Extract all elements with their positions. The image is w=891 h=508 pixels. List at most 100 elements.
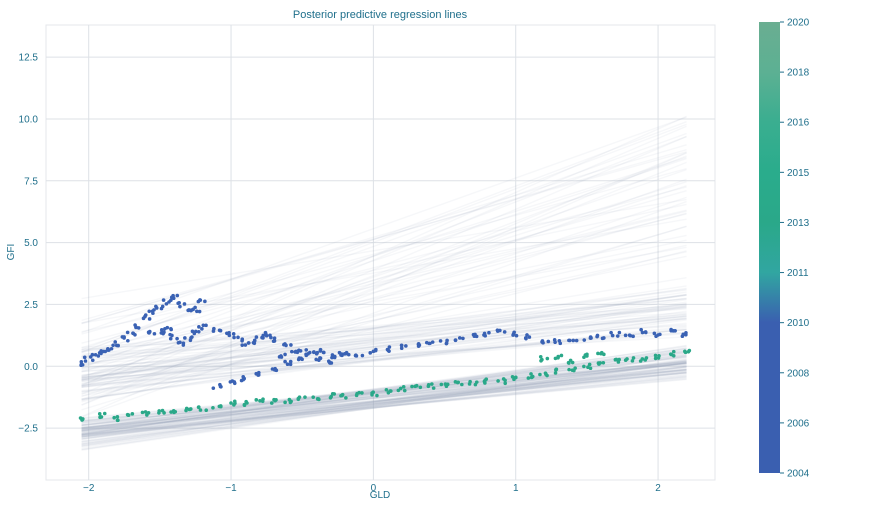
regression-line bbox=[81, 348, 687, 435]
regression-line bbox=[81, 362, 687, 438]
scatter-point bbox=[192, 331, 197, 336]
scatter-point bbox=[514, 333, 519, 338]
regression-line bbox=[81, 304, 687, 349]
regression-line bbox=[81, 151, 687, 322]
scatter-point bbox=[652, 331, 657, 336]
scatter-point bbox=[615, 334, 620, 338]
scatter-point bbox=[573, 366, 577, 370]
scatter-point bbox=[538, 372, 542, 377]
regression-line bbox=[81, 365, 687, 448]
scatter-point bbox=[97, 412, 102, 416]
regression-line bbox=[81, 291, 687, 380]
scatter-point bbox=[242, 403, 247, 408]
regression-line bbox=[81, 203, 687, 333]
scatter-point bbox=[204, 408, 209, 413]
scatter-point bbox=[609, 330, 613, 335]
scatter-point bbox=[288, 359, 293, 364]
scatter-point bbox=[181, 343, 186, 347]
scatter-point bbox=[274, 368, 279, 373]
regression-line bbox=[81, 305, 687, 386]
regression-line bbox=[81, 123, 687, 354]
regression-line bbox=[81, 294, 687, 385]
regression-line bbox=[81, 303, 687, 359]
scatter-point bbox=[614, 357, 619, 362]
scatter-point bbox=[308, 350, 312, 355]
regression-line bbox=[81, 218, 687, 324]
scatter-point bbox=[354, 353, 358, 357]
scatter-point bbox=[232, 335, 236, 340]
scatter-point bbox=[453, 338, 458, 342]
scatter-point bbox=[198, 298, 203, 302]
regression-line bbox=[81, 198, 687, 300]
regression-line bbox=[81, 293, 687, 387]
regression-line bbox=[81, 294, 687, 371]
regression-line bbox=[81, 371, 687, 429]
scatter-point bbox=[540, 339, 545, 343]
colorbar-tick-label: 2013 bbox=[787, 218, 810, 229]
regression-line bbox=[81, 361, 687, 447]
regression-line bbox=[81, 360, 687, 445]
regression-line bbox=[81, 368, 687, 432]
scatter-point bbox=[332, 392, 337, 396]
scatter-point bbox=[567, 367, 571, 372]
scatter-point bbox=[163, 326, 167, 331]
scatter-point bbox=[288, 362, 293, 367]
regression-line bbox=[81, 155, 687, 388]
regression-line bbox=[81, 225, 687, 402]
regression-line bbox=[81, 356, 687, 426]
regression-line bbox=[81, 365, 687, 429]
regression-line bbox=[81, 375, 687, 436]
scatter-point bbox=[218, 328, 223, 333]
scatter-point bbox=[623, 333, 628, 338]
regression-line bbox=[81, 369, 687, 426]
scatter-point bbox=[640, 330, 645, 335]
scatter-point bbox=[283, 400, 287, 405]
scatter-point bbox=[161, 298, 166, 302]
x-tick-label: −2 bbox=[83, 483, 95, 494]
regression-line bbox=[81, 347, 687, 436]
colorbar-tick-label: 2004 bbox=[787, 469, 810, 480]
regression-line bbox=[81, 302, 687, 388]
scatter-point bbox=[164, 302, 169, 306]
scatter-point bbox=[283, 359, 287, 364]
regression-line bbox=[81, 186, 687, 344]
regression-line bbox=[81, 369, 687, 424]
y-tick-label: 10.0 bbox=[19, 114, 39, 125]
regression-line bbox=[81, 362, 687, 429]
scatter-point bbox=[240, 337, 245, 342]
scatter-point bbox=[527, 335, 532, 339]
scatter-point bbox=[126, 338, 130, 343]
regression-line bbox=[81, 354, 687, 422]
scatter-point bbox=[473, 332, 477, 337]
regression-line bbox=[81, 347, 687, 430]
regression-line bbox=[81, 363, 687, 422]
scatter-point bbox=[426, 383, 431, 387]
regression-line bbox=[81, 368, 687, 431]
scatter-point bbox=[193, 305, 197, 310]
regression-line bbox=[81, 200, 687, 418]
regression-line bbox=[81, 378, 687, 435]
regression-line bbox=[81, 352, 687, 426]
scatter-point bbox=[240, 343, 245, 347]
regression-line bbox=[81, 366, 687, 436]
regression-line bbox=[81, 371, 687, 438]
scatter-point bbox=[386, 348, 391, 353]
scatter-point bbox=[460, 382, 464, 387]
regression-line bbox=[81, 336, 687, 373]
regression-line bbox=[81, 161, 687, 406]
regression-line bbox=[81, 350, 687, 428]
scatter-point bbox=[484, 377, 489, 381]
regression-line bbox=[81, 348, 687, 438]
scatter-point bbox=[588, 336, 593, 340]
regression-line bbox=[81, 317, 687, 395]
regression-line bbox=[81, 360, 687, 430]
regression-line bbox=[81, 297, 687, 357]
scatter-point bbox=[288, 400, 293, 405]
scatter-point bbox=[232, 403, 236, 407]
regression-line bbox=[81, 135, 687, 395]
regression-line bbox=[81, 372, 687, 431]
regression-line bbox=[81, 373, 687, 432]
scatter-point bbox=[99, 351, 103, 356]
regression-line bbox=[81, 354, 687, 445]
scatter-point bbox=[571, 338, 576, 343]
